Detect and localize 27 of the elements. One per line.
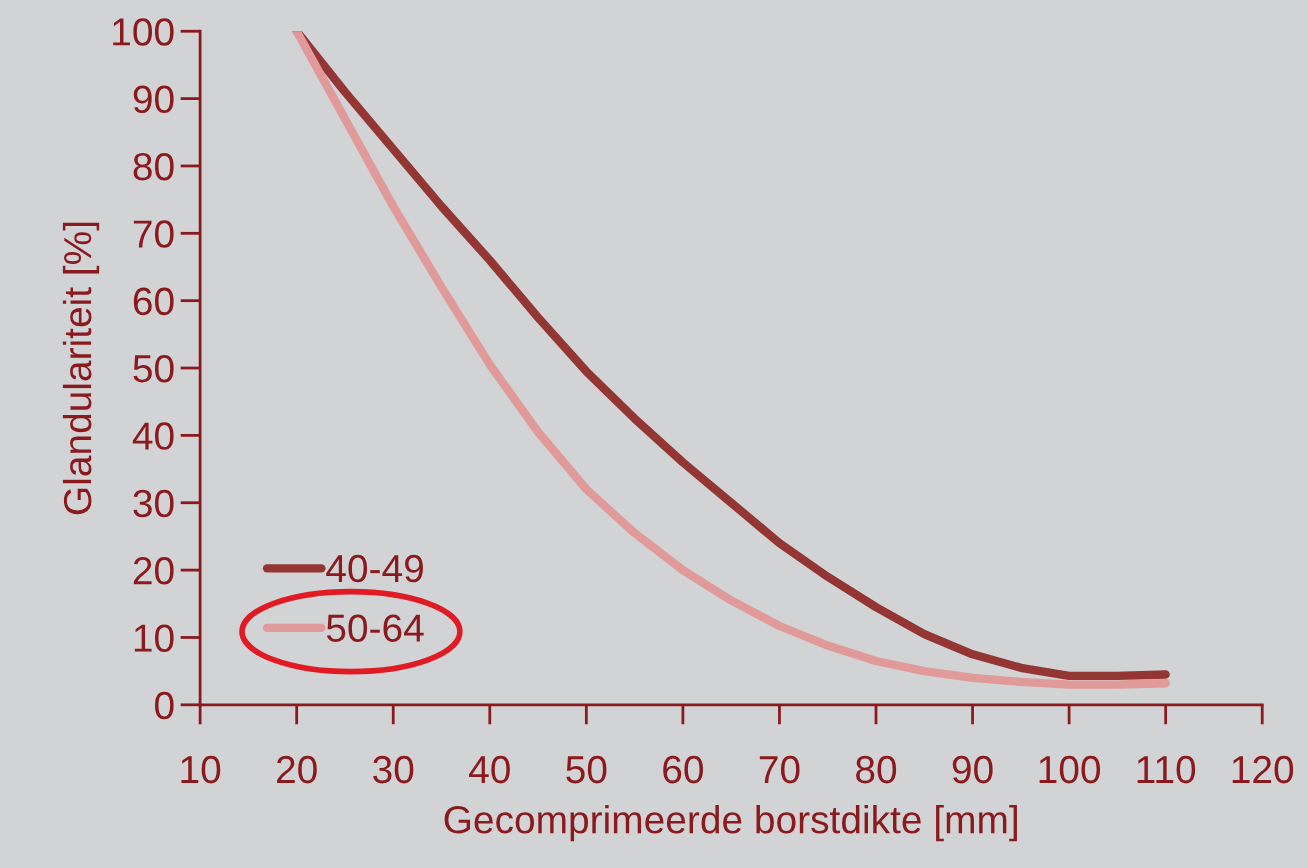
y-tick-label: 90: [133, 85, 174, 114]
x-tick-label: 20: [277, 755, 317, 784]
x-tick-label: 100: [1039, 755, 1101, 784]
y-axis-title: Glandulariteit [%]: [62, 222, 100, 515]
y-tick-label: 50: [133, 354, 174, 383]
y-tick-label: 100: [113, 18, 174, 46]
x-tick-label: 120: [1232, 755, 1294, 784]
x-tick-label: 90: [952, 755, 993, 784]
legend-label: 50-64: [326, 614, 424, 642]
x-tick-label: 30: [373, 755, 414, 784]
y-tick-label: 0: [155, 691, 174, 720]
x-tick-label: 40: [469, 755, 510, 784]
y-tick-label: 80: [133, 152, 174, 181]
y-tick-label: 40: [132, 422, 174, 450]
y-tick-label: 70: [133, 220, 174, 248]
y-tick-label: 10: [134, 624, 174, 652]
y-tick-label: 20: [133, 557, 174, 585]
y-tick-label: 30: [133, 489, 174, 518]
x-tick-label: 80: [856, 755, 897, 784]
x-tick-label: 10: [181, 755, 221, 784]
x-tick-label: 60: [663, 755, 703, 784]
legend-label: 40-49: [326, 554, 423, 583]
x-tick-label: 50: [566, 755, 607, 784]
x-tick-label: 110: [1137, 755, 1196, 784]
x-axis-title: Gecomprimeerde borstdikte [mm]: [444, 804, 1017, 842]
x-tick-label: 70: [759, 755, 800, 784]
y-tick-label: 60: [133, 287, 174, 316]
